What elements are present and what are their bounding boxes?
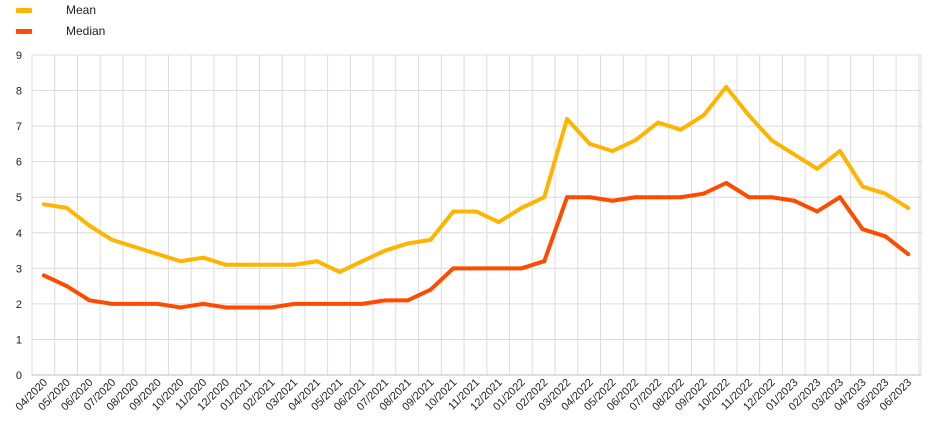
data-point-mean <box>565 117 570 121</box>
data-point-mean <box>360 259 365 264</box>
data-point-mean <box>42 202 46 207</box>
legend-label-median: Median <box>66 24 106 38</box>
data-point-median <box>655 195 660 200</box>
data-point-mean <box>860 184 865 189</box>
data-point-mean <box>110 237 115 242</box>
data-point-mean <box>769 138 774 143</box>
data-point-median <box>337 301 342 306</box>
data-point-mean <box>405 241 410 246</box>
y-tick-label: 0 <box>16 370 22 382</box>
data-point-mean <box>724 85 729 89</box>
data-point-mean <box>701 113 706 118</box>
y-tick-label: 6 <box>16 157 22 169</box>
data-point-median <box>383 298 388 303</box>
data-point-mean <box>906 205 911 210</box>
series-line-median <box>42 181 911 310</box>
data-point-median <box>496 266 501 271</box>
data-point-mean <box>178 259 183 264</box>
legend-label-mean: Mean <box>66 3 97 17</box>
data-point-mean <box>542 195 547 200</box>
data-point-mean <box>678 127 683 132</box>
data-point-median <box>42 273 46 278</box>
data-point-mean <box>655 120 660 125</box>
data-point-median <box>87 298 92 303</box>
data-point-median <box>269 305 274 310</box>
data-point-median <box>587 195 592 200</box>
data-point-mean <box>496 220 501 225</box>
data-point-mean <box>792 152 797 157</box>
y-tick-label: 7 <box>16 121 22 133</box>
data-point-mean <box>246 262 251 267</box>
data-point-mean <box>428 237 433 242</box>
data-point-mean <box>269 262 274 267</box>
data-point-median <box>474 266 479 271</box>
data-point-median <box>610 198 615 203</box>
legend-item-median: Median <box>16 21 105 41</box>
data-point-mean <box>519 205 524 210</box>
data-point-median <box>178 305 183 310</box>
data-point-median <box>906 252 911 257</box>
y-tick-label: 5 <box>16 192 22 204</box>
data-point-mean <box>87 223 92 228</box>
data-point-median <box>724 181 729 185</box>
data-point-median <box>451 266 456 271</box>
data-point-median <box>701 191 706 196</box>
legend-swatch-median <box>16 28 32 34</box>
data-point-mean <box>292 262 297 267</box>
y-tick-label: 9 <box>16 50 22 62</box>
data-point-median <box>633 195 638 200</box>
data-point-median <box>815 209 820 214</box>
data-point-mean <box>474 209 479 214</box>
data-point-mean <box>223 262 228 267</box>
data-point-mean <box>314 259 319 264</box>
data-point-median <box>201 301 206 306</box>
data-point-median <box>155 301 160 306</box>
data-point-median <box>565 195 570 200</box>
data-point-mean <box>837 149 842 153</box>
data-point-mean <box>337 269 342 274</box>
data-point-mean <box>201 255 206 260</box>
data-point-median <box>883 234 888 239</box>
data-point-median <box>746 195 751 200</box>
series-line-mean <box>42 85 911 274</box>
data-point-median <box>132 301 137 306</box>
data-point-median <box>837 195 842 200</box>
data-point-mean <box>610 149 615 153</box>
legend: Mean Median <box>16 0 105 42</box>
data-point-mean <box>383 248 388 253</box>
data-point-median <box>405 298 410 303</box>
data-point-median <box>519 266 524 271</box>
data-point-median <box>292 301 297 306</box>
data-point-median <box>246 305 251 310</box>
data-point-median <box>860 227 865 232</box>
data-point-median <box>428 287 433 292</box>
legend-swatch-mean <box>16 7 32 13</box>
data-point-mean <box>883 191 888 196</box>
data-point-median <box>110 301 115 306</box>
data-point-mean <box>64 205 69 210</box>
data-point-mean <box>746 113 751 118</box>
data-point-mean <box>132 245 137 249</box>
y-tick-label: 2 <box>16 299 22 311</box>
data-point-median <box>64 284 69 289</box>
data-point-median <box>223 305 228 310</box>
data-point-mean <box>633 138 638 143</box>
data-point-median <box>542 259 547 264</box>
data-point-mean <box>815 166 820 171</box>
data-point-mean <box>451 209 456 214</box>
y-tick-label: 1 <box>16 334 22 346</box>
data-point-median <box>360 301 365 306</box>
data-point-median <box>678 195 683 200</box>
data-point-median <box>792 198 797 203</box>
data-point-mean <box>155 252 160 257</box>
y-tick-label: 8 <box>16 86 22 98</box>
data-point-mean <box>587 141 592 146</box>
y-tick-label: 3 <box>16 263 22 275</box>
data-point-median <box>769 195 774 200</box>
legend-item-mean: Mean <box>16 0 105 20</box>
data-point-median <box>314 301 319 306</box>
y-tick-label: 4 <box>16 228 22 240</box>
